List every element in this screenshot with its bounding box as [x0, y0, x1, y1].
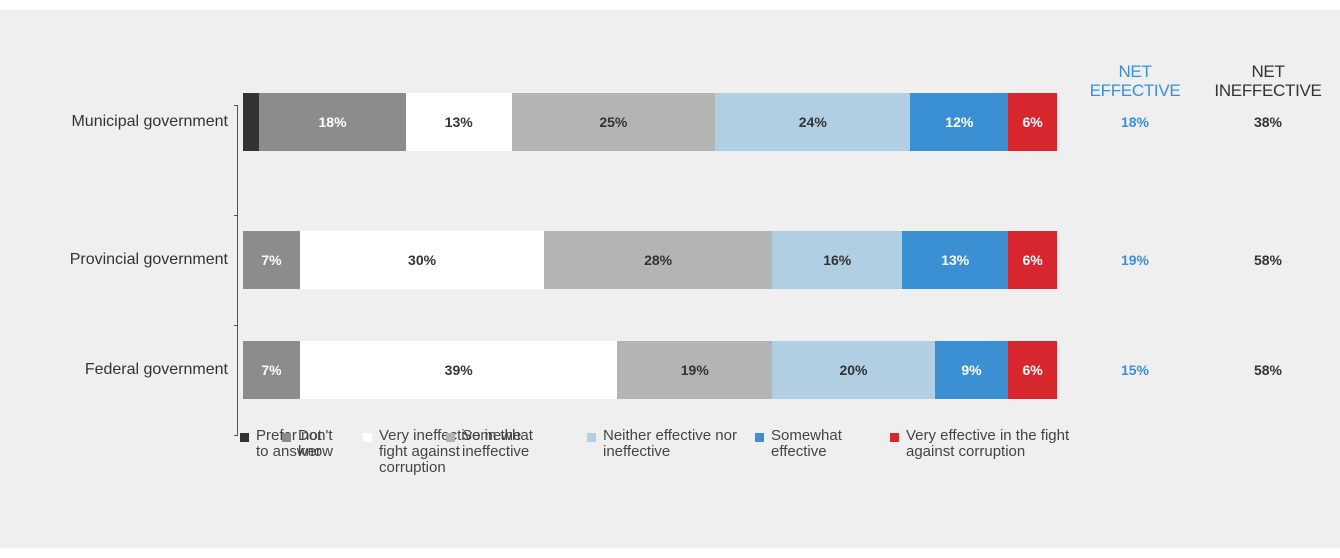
bar-segment: 13%	[405, 93, 512, 151]
data-label: 16%	[823, 252, 852, 268]
bar-segment: 20%	[772, 341, 935, 399]
bar-segment: 9%	[934, 341, 1009, 399]
chart-panel: Municipal government 18% 13% 25% 24% 12% 6% Pro…	[0, 10, 1340, 548]
axis-tick	[234, 325, 238, 326]
axis-tick	[234, 435, 238, 436]
legend-label: Somewhat ineffective	[462, 427, 533, 460]
legend-swatch	[363, 433, 372, 442]
legend-label: Somewhat effective	[771, 427, 842, 460]
legend-swatch	[587, 433, 596, 442]
legend-label: Very effective in the fight against corr…	[906, 427, 1070, 460]
legend-label: Don't know	[298, 427, 334, 460]
bar-segment: 19%	[617, 341, 773, 399]
bar-segment: 6%	[1008, 341, 1057, 399]
data-label: 7%	[261, 362, 282, 378]
data-label: 19%	[680, 362, 709, 378]
net-value: 15%	[1120, 362, 1150, 378]
bar-segment: 6%	[1008, 231, 1057, 289]
data-label: 30%	[408, 252, 437, 268]
data-label: 6%	[1022, 362, 1043, 378]
bar-segment: 24%	[715, 93, 911, 151]
data-label: 7%	[261, 252, 282, 268]
net-value: 58%	[1253, 362, 1283, 378]
net-value: 58%	[1253, 252, 1283, 268]
net-value: 19%	[1120, 252, 1150, 268]
data-label: 25%	[599, 114, 628, 130]
bar-segment: 7%	[243, 231, 300, 289]
bar-segment: 12%	[910, 93, 1009, 151]
axis-tick	[234, 105, 238, 106]
legend-swatch	[240, 433, 249, 442]
bar-segment: 7%	[243, 341, 300, 399]
bar-segment: 13%	[902, 231, 1009, 289]
bar-segment: 25%	[511, 93, 716, 151]
bar-segment	[243, 93, 260, 151]
data-label: 6%	[1022, 114, 1043, 130]
net-value: 38%	[1253, 114, 1283, 130]
data-label: 13%	[941, 252, 970, 268]
bar-segment: 39%	[299, 341, 618, 399]
legend-swatch	[755, 433, 764, 442]
net-header: NET EFFECTIVE	[1089, 62, 1181, 100]
category-label: Federal government	[84, 361, 228, 378]
data-label: 13%	[444, 114, 473, 130]
bar-segment: 16%	[772, 231, 903, 289]
y-axis-line	[237, 105, 238, 435]
bar-segment: 28%	[544, 231, 773, 289]
legend-swatch	[890, 433, 899, 442]
category-label: Provincial government	[69, 251, 228, 268]
bar-segment: 6%	[1008, 93, 1057, 151]
data-label: 39%	[444, 362, 473, 378]
data-label: 12%	[945, 114, 974, 130]
data-label: 9%	[961, 362, 982, 378]
data-label: 24%	[798, 114, 827, 130]
axis-tick	[234, 215, 238, 216]
legend-swatch	[446, 433, 455, 442]
category-label: Municipal government	[71, 113, 228, 130]
data-label: 28%	[644, 252, 673, 268]
legend-swatch	[282, 433, 291, 442]
data-label: 20%	[839, 362, 868, 378]
bar-segment: 30%	[299, 231, 545, 289]
data-label: 6%	[1022, 252, 1043, 268]
bar-segment: 18%	[259, 93, 406, 151]
data-label: 18%	[318, 114, 347, 130]
net-header: NET INEFFECTIVE	[1214, 62, 1322, 100]
net-value: 18%	[1120, 114, 1150, 130]
legend-label: Neither effective nor ineffective	[603, 427, 737, 460]
